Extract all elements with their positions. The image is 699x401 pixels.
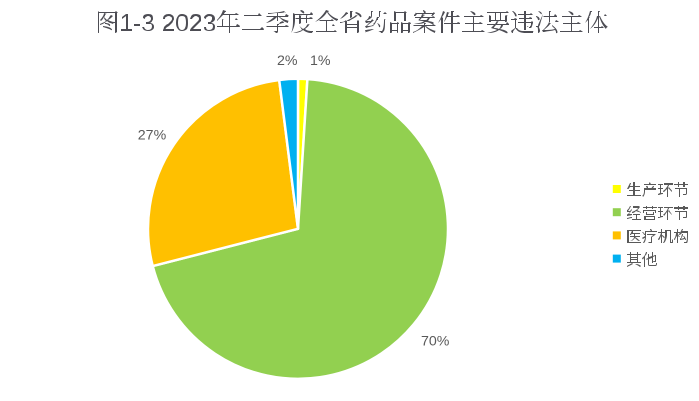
svg-text:1%: 1%: [310, 53, 331, 69]
svg-text:70%: 70%: [421, 334, 450, 350]
svg-text:27%: 27%: [138, 128, 167, 144]
svg-text:2%: 2%: [277, 53, 298, 69]
